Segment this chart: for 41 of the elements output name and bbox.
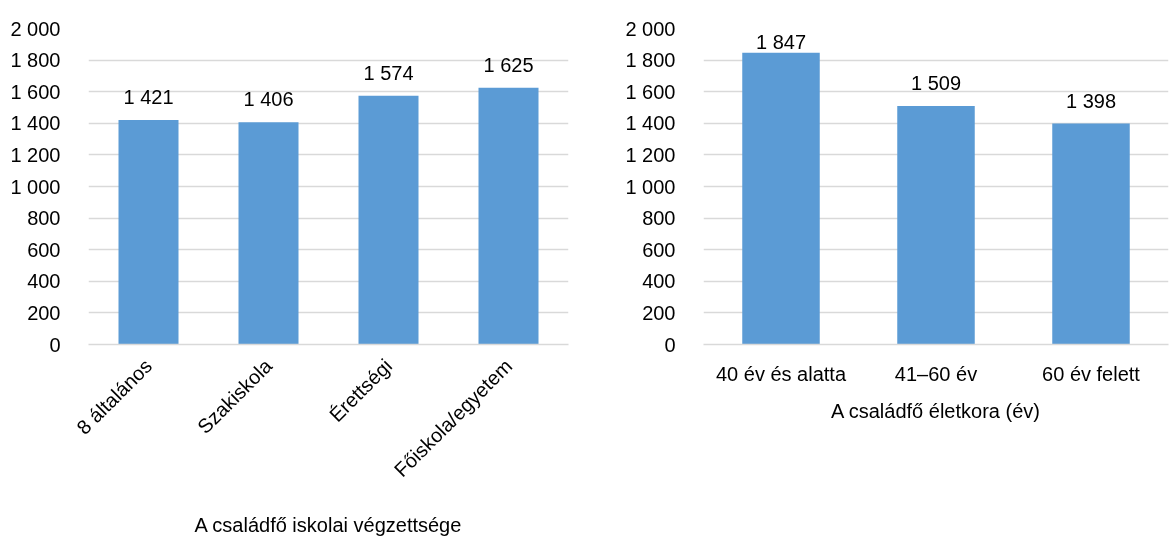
data-label: 1 847 [755,30,807,53]
data-label: 1 509 [910,72,962,95]
y-tick-label: 1 000 [10,175,61,198]
bar [358,95,419,345]
y-tick-label: 1 200 [625,143,676,166]
y-tick-label: 2 000 [625,17,676,40]
data-label: 1 625 [483,53,534,76]
y-tick-label: 600 [27,238,61,261]
y-tick-label: 200 [27,301,61,324]
x-axis-title: A családfő életkora (év) [830,399,1040,422]
x-tick-label: 40 év és alatta [715,362,847,385]
y-tick-label: 1 000 [625,175,676,198]
bar [1052,123,1130,345]
y-tick-label: 1 200 [10,143,61,166]
data-label: 1 398 [1065,89,1117,112]
x-axis-title: A családfő iskolai végzettsége [194,513,462,536]
y-tick-label: 800 [642,207,676,230]
y-tick-label: 400 [642,270,676,293]
bar [118,119,179,345]
bar [897,106,975,345]
y-tick-label: 2 000 [10,17,61,40]
y-tick-label: 1 800 [10,49,61,72]
y-tick-label: 1 600 [10,80,61,103]
bar [238,122,299,345]
data-label: 1 574 [363,61,414,84]
y-tick-label: 600 [642,238,676,261]
data-label: 1 421 [123,85,174,108]
y-tick-label: 400 [27,270,61,293]
x-tick-label: 41–60 év [894,362,978,385]
bar [478,87,539,345]
y-tick-label: 1 800 [625,49,676,72]
y-tick-label: 1 600 [625,80,676,103]
data-label: 1 406 [243,88,294,111]
y-tick-label: 0 [664,333,676,356]
bar [742,52,820,345]
y-tick-label: 800 [27,207,61,230]
x-tick-label: 60 év felett [1042,362,1141,385]
y-tick-label: 0 [49,333,61,356]
y-tick-label: 1 400 [10,112,61,135]
y-tick-label: 200 [642,301,676,324]
y-tick-label: 1 400 [625,112,676,135]
